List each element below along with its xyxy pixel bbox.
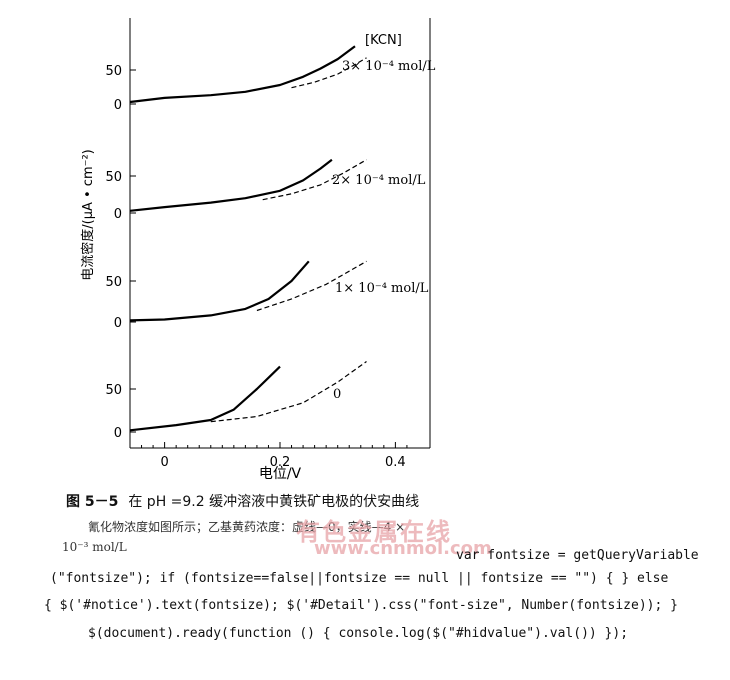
axes-group [129,18,431,449]
y-axis-label: 电流密度/(μA • cm⁻²) [80,149,96,281]
dashed-series-line [262,159,367,201]
dashed-series-line [291,57,367,89]
code-line-3: { $('#notice').text(fontsize); $('#Detai… [44,598,678,613]
figure-caption: 图 5－5 在 pH =9.2 缓冲溶液中黄铁矿电极的伏安曲线 [66,491,419,511]
solid-series-line [129,158,333,212]
y-tick-label: 0 [114,98,122,113]
concentration-label: 0 [333,387,341,402]
solid-series-line [129,260,310,322]
y-tick-label: 50 [105,275,122,290]
labels-group: 0 0.2 0.4 电位/V 电流密度/(μA • cm⁻²) [KCN] 0 50 3× 10… [80,33,436,482]
x-tick-label: 0 [160,455,168,470]
dashed-series-line [210,361,367,423]
figure-number: 图 5－5 [66,494,119,510]
solid-series-line [129,365,281,432]
figure-title: 在 pH =9.2 缓冲溶液中黄铁矿电极的伏安曲线 [128,494,420,510]
figure-note-line1: 氰化物浓度如图所示；乙基黄药浓度：虚线—0，实线—4 × [88,520,406,534]
concentration-label: 3× 10⁻⁴ mol/L [342,59,436,74]
panels-group [129,45,367,432]
voltammetry-chart: 0 0.2 0.4 电位/V 电流密度/(μA • cm⁻²) [KCN] 0 50 3× 10… [80,18,436,482]
x-tick-label: 0.2 [270,455,291,470]
code-line-2: ("fontsize"); if (fontsize==false||fonts… [50,571,669,586]
y-tick-label: 0 [114,316,122,331]
watermark-url: www.cnnmol.com [314,538,492,559]
y-tick-label: 50 [105,383,122,398]
y-tick-label: 50 [105,64,122,79]
legend-title: [KCN] [365,33,402,48]
figure-note-line2: 10⁻³ mol/L [62,540,127,554]
watermark-text: 有色金属在线 [296,518,452,546]
dashed-series-line [256,260,367,312]
code-line-1: var fontsize = getQueryVariable [456,548,699,563]
concentration-label: 2× 10⁻⁴ mol/L [332,173,426,188]
code-line-4: $(document).ready(function () { console.… [88,626,629,641]
y-tick-label: 0 [114,207,122,222]
y-tick-label: 0 [114,426,122,441]
y-tick-label: 50 [105,170,122,185]
x-tick-label: 0.4 [385,455,406,470]
concentration-label: 1× 10⁻⁴ mol/L [335,281,429,296]
x-axis-label: 电位/V [259,466,302,482]
solid-series-line [129,45,356,104]
